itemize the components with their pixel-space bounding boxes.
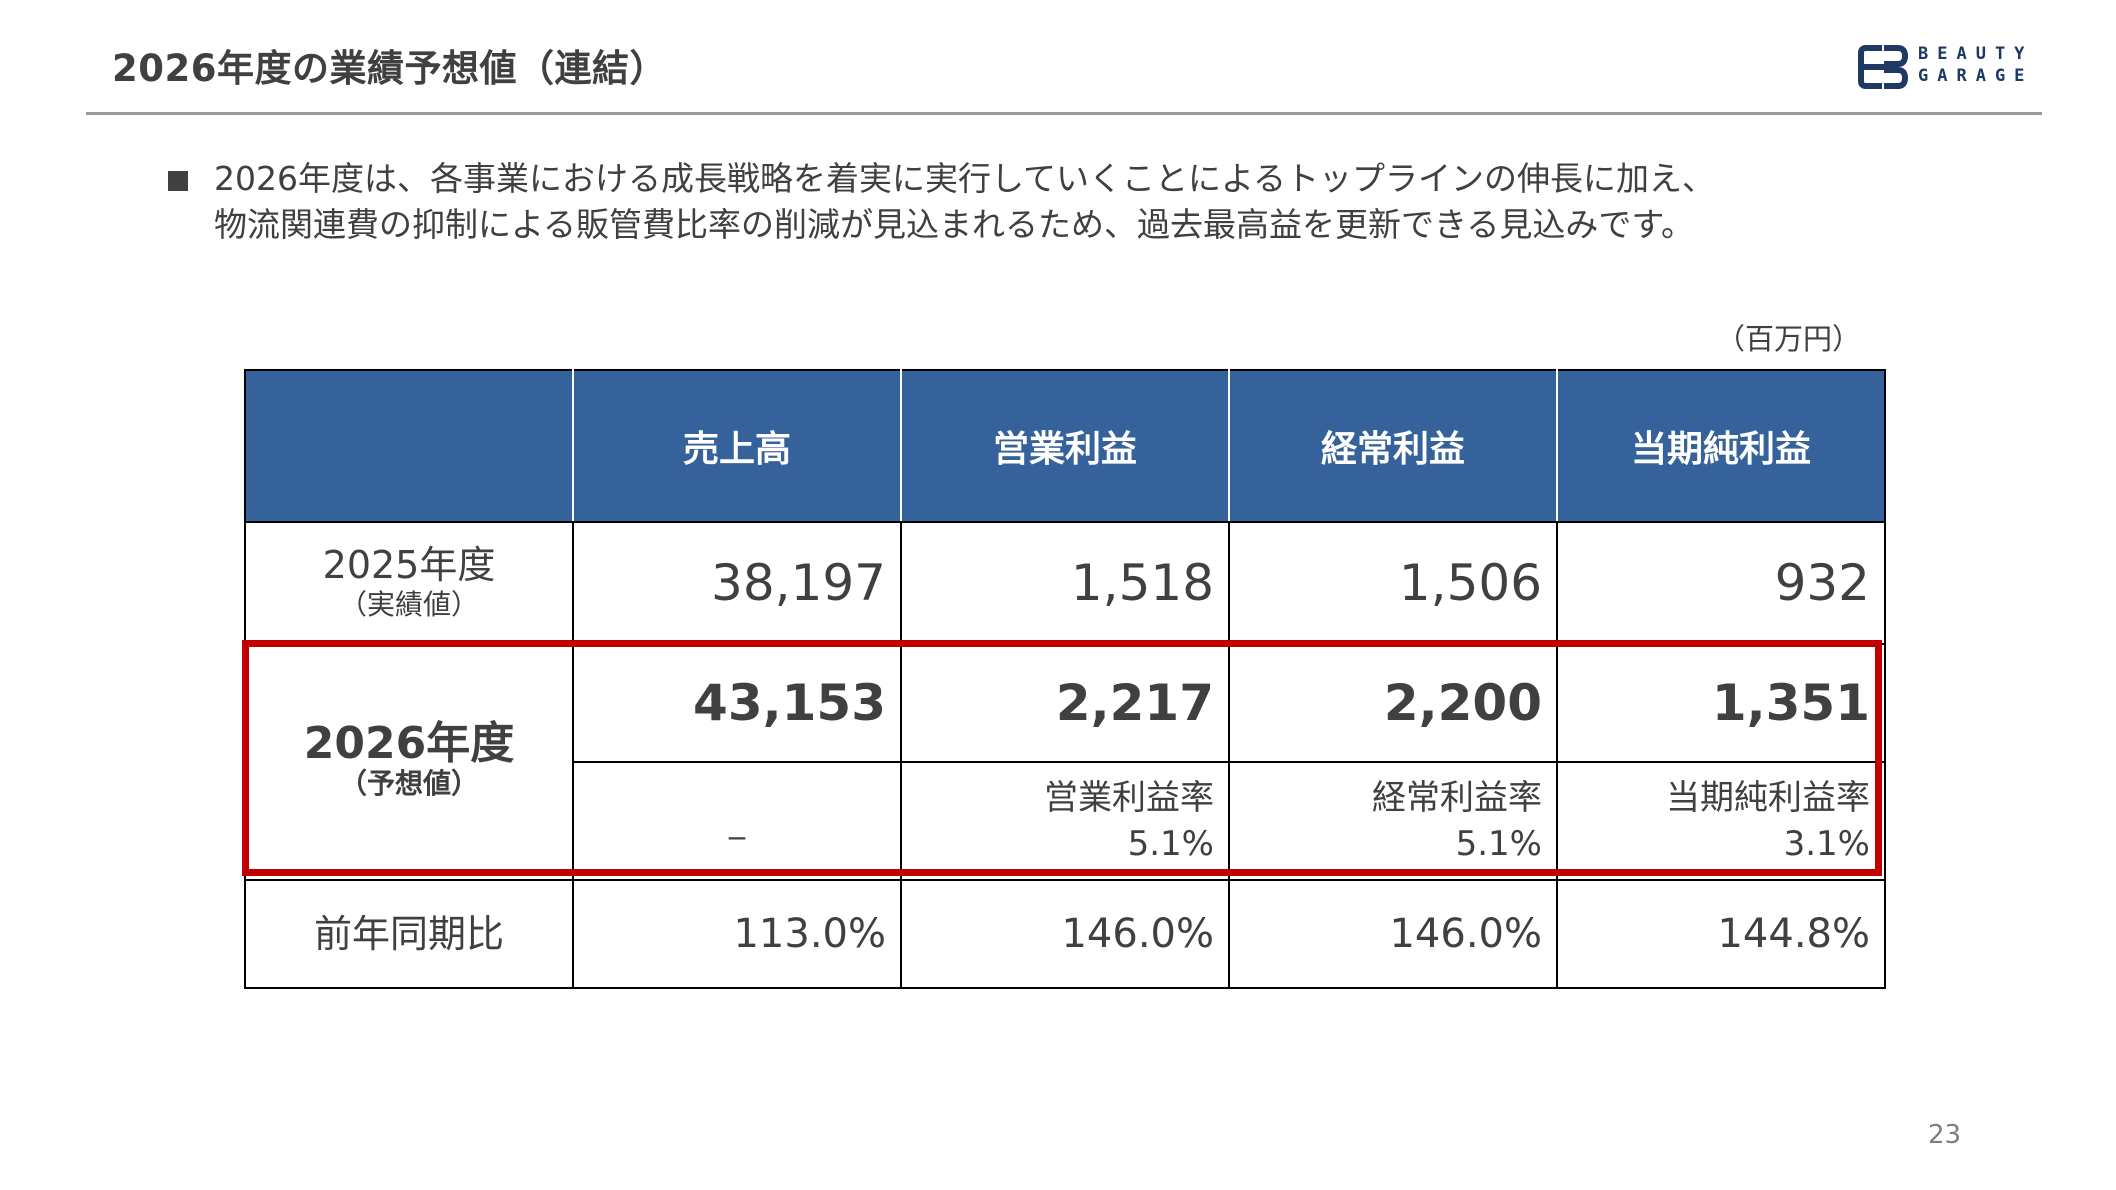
fy2026-sales: 43,153	[572, 643, 902, 763]
yoy-net-profit: 144.8%	[1556, 879, 1886, 989]
fy2025-label: 2025年度	[322, 543, 496, 587]
ordinary-margin-label: 経常利益率	[1372, 778, 1542, 818]
fy2025-sales: 38,197	[572, 521, 902, 645]
summary-line-1: 2026年度は、各事業における成長戦略を着実に実行していくことによるトップライン…	[214, 159, 1716, 198]
page-number: 23	[1928, 1120, 1962, 1150]
summary-text: 2026年度は、各事業における成長戦略を着実に実行していくことによるトップライン…	[214, 156, 1868, 248]
logo-mark-icon	[1858, 45, 1908, 89]
page-title: 2026年度の業績予想値（連結）	[112, 47, 667, 90]
fy2025-net-profit: 932	[1556, 521, 1886, 645]
row-label-fy2026: 2026年度 （予想値）	[244, 643, 574, 881]
fy2026-sublabel: （予想値）	[338, 767, 479, 800]
operating-margin-value: 5.1%	[1127, 824, 1214, 864]
table-row: 2025年度 （実績値） 38,197 1,518 1,506 932	[244, 521, 1886, 645]
forecast-table: 売上高 営業利益 経常利益 当期純利益 2025年度 （実績値） 38,197 …	[244, 369, 1886, 989]
header-sales: 売上高	[572, 369, 902, 523]
logo-text-garage: GARAGE	[1918, 66, 2034, 86]
header-ordinary-profit: 経常利益	[1228, 369, 1558, 523]
fy2025-sublabel: （実績値）	[338, 588, 479, 621]
ordinary-margin-value: 5.1%	[1455, 824, 1542, 864]
row-label-yoy: 前年同期比	[244, 879, 574, 989]
fy2026-operating-profit: 2,217	[900, 643, 1230, 763]
fy2025-ordinary-profit: 1,506	[1228, 521, 1558, 645]
beauty-garage-logo: BEAUTY GARAGE	[1858, 42, 2038, 92]
summary-bullet: 2026年度は、各事業における成長戦略を着実に実行していくことによるトップライン…	[168, 156, 1868, 248]
yoy-operating-profit: 146.0%	[900, 879, 1230, 989]
yoy-sales: 113.0%	[572, 879, 902, 989]
logo-text-beauty: BEAUTY	[1918, 44, 2034, 64]
fy2026-net-profit: 1,351	[1556, 643, 1886, 763]
table-header-row: 売上高 営業利益 経常利益 当期純利益	[244, 369, 1886, 523]
header-net-profit: 当期純利益	[1556, 369, 1886, 523]
yoy-label: 前年同期比	[313, 912, 504, 956]
table-row: 2026年度 （予想値） 43,153 2,217 2,200 1,351	[244, 643, 1886, 881]
unit-label: （百万円）	[1716, 322, 1862, 356]
operating-margin-label: 営業利益率	[1044, 778, 1214, 818]
header-operating-profit: 営業利益	[900, 369, 1230, 523]
net-margin-value: 3.1%	[1783, 824, 1870, 864]
table-row: 前年同期比 113.0% 146.0% 146.0% 144.8%	[244, 879, 1886, 989]
fy2026-label: 2026年度	[303, 718, 515, 769]
fy2025-operating-profit: 1,518	[900, 521, 1230, 645]
net-margin-label: 当期純利益率	[1666, 778, 1870, 818]
row-label-fy2025: 2025年度 （実績値）	[244, 521, 574, 645]
fy2026-sales-ratio: _	[572, 761, 902, 881]
square-bullet-icon	[168, 171, 188, 191]
summary-line-2: 物流関連費の抑制による販管費比率の削減が見込まれるため、過去最高益を更新できる見…	[214, 205, 1695, 244]
fy2026-ordinary-profit: 2,200	[1228, 643, 1558, 763]
fy2026-operating-margin: 営業利益率 5.1%	[900, 761, 1230, 881]
fy2026-ordinary-margin: 経常利益率 5.1%	[1228, 761, 1558, 881]
title-divider	[86, 112, 2042, 115]
yoy-ordinary-profit: 146.0%	[1228, 879, 1558, 989]
table-row: _ 営業利益率 5.1% 経常利益率 5.1% 当期純利益率 3.1%	[245, 761, 1886, 881]
header-blank	[244, 369, 574, 523]
fy2026-net-margin: 当期純利益率 3.1%	[1556, 761, 1886, 881]
